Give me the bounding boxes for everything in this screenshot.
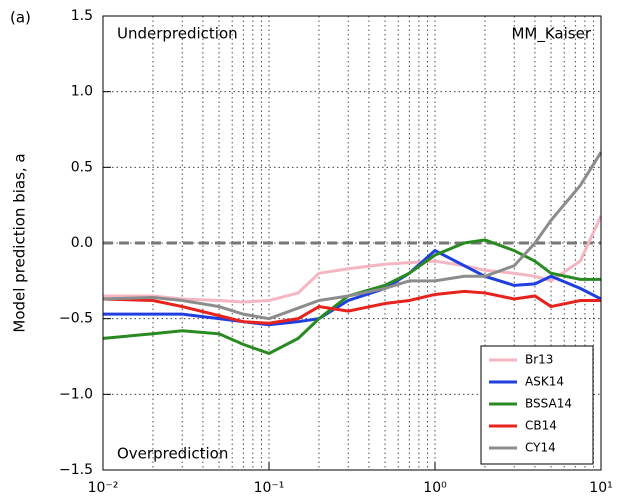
y-tick-label: −0.5 [59, 311, 93, 327]
panel-label: (a) [10, 9, 31, 27]
series-line [102, 238, 601, 356]
annotation: MM_Kaiser [511, 25, 591, 44]
x-tick-label: 10⁰ [423, 480, 447, 496]
y-tick-label: −1.5 [59, 462, 93, 478]
y-tick-label: 0.5 [71, 159, 93, 175]
legend-label: Br13 [525, 353, 553, 367]
y-tick-label: 0.0 [71, 235, 93, 251]
legend-label: ASK14 [525, 375, 564, 389]
series-line [103, 248, 602, 327]
annotation: Underprediction [117, 25, 238, 43]
y-tick-label: −1.0 [59, 386, 93, 402]
series-line [102, 289, 601, 325]
y-axis-label: Model prediction bias, a [11, 153, 29, 332]
legend-label: BSSA14 [525, 397, 572, 411]
x-tick-label: 10⁻¹ [254, 480, 285, 496]
y-tick-label: 1.5 [71, 8, 93, 24]
x-tick-label: 10¹ [589, 480, 612, 496]
series-line [102, 151, 603, 321]
x-tick-label: 10⁻² [88, 480, 119, 496]
legend-label: CY14 [525, 441, 556, 455]
plot-frame [102, 15, 602, 471]
y-tick-label: 1.0 [71, 84, 93, 100]
series-line [103, 215, 603, 304]
annotation: Overprediction [117, 445, 228, 463]
legend-label: CB14 [525, 419, 557, 433]
